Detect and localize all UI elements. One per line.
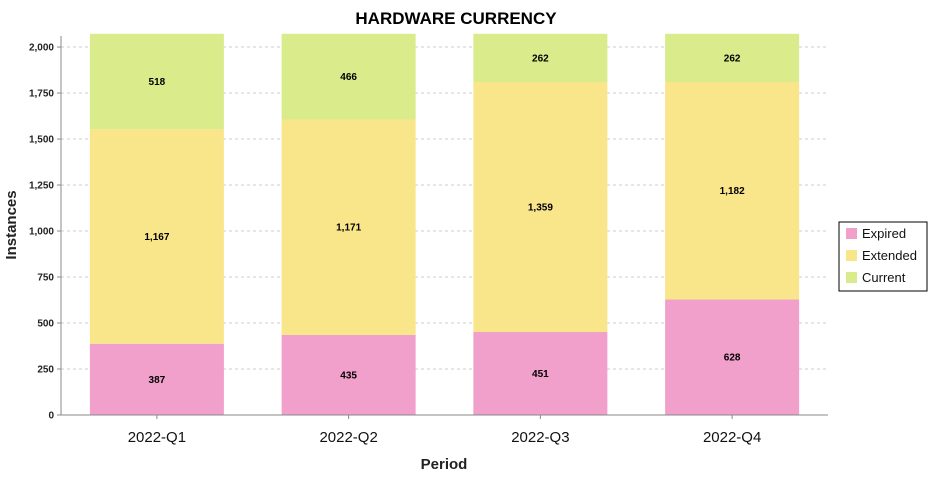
legend-swatch-current	[846, 272, 857, 283]
y-tick-labels: 0 250 500 750 1,000 1,250 1,500 1,750 2,000	[29, 43, 54, 422]
data-label: 262	[724, 53, 741, 64]
data-label: 1,182	[720, 186, 745, 197]
y-tick-label: 1,000	[29, 227, 54, 238]
bar-extended	[473, 81, 608, 333]
legend-label: Expired	[862, 226, 906, 241]
chart-title: HARDWARE CURRENCY	[355, 9, 557, 28]
bar-current	[665, 33, 800, 82]
y-tick-label: 500	[37, 319, 54, 330]
data-label: 628	[724, 353, 741, 364]
legend-label: Current	[862, 270, 906, 285]
bar-extended	[665, 81, 800, 300]
bar-current	[473, 33, 608, 82]
bar-expired	[281, 334, 416, 415]
bar-expired	[473, 332, 608, 415]
data-labels: 387 1,167 518 435 1,171 466 451 1,359 262 628 1,18…	[144, 53, 745, 386]
data-label: 387	[149, 375, 166, 386]
x-tick-label: 2022-Q3	[511, 429, 569, 446]
axes	[60, 36, 828, 416]
bar-extended	[89, 129, 224, 344]
bars	[89, 33, 800, 415]
y-axis-title: Instances	[3, 190, 20, 259]
y-tick-label: 1,750	[29, 89, 54, 100]
legend-swatch-extended	[846, 250, 857, 261]
y-tick-label: 1,500	[29, 135, 54, 146]
data-label: 435	[340, 370, 357, 381]
y-tick-label: 750	[37, 273, 54, 284]
bar-expired	[89, 343, 224, 415]
data-label: 451	[532, 369, 549, 380]
x-axis-title: Period	[421, 456, 468, 473]
legend-label: Extended	[862, 248, 917, 263]
data-label: 518	[149, 77, 166, 88]
bar-extended	[281, 119, 416, 335]
bar-current	[89, 33, 224, 130]
x-tick-label: 2022-Q2	[319, 429, 377, 446]
y-tick-label: 0	[48, 411, 54, 422]
data-label: 262	[532, 53, 549, 64]
data-label: 1,167	[144, 232, 169, 243]
x-tick-label: 2022-Q1	[128, 429, 186, 446]
bar-current	[281, 33, 416, 120]
x-tick-labels: 2022-Q1 2022-Q2 2022-Q3 2022-Q4	[128, 429, 762, 446]
data-label: 1,359	[528, 203, 553, 214]
y-tick-label: 2,000	[29, 43, 54, 54]
legend: Expired Extended Current	[838, 221, 928, 292]
y-tick-label: 250	[37, 365, 54, 376]
y-tick-label: 1,250	[29, 181, 54, 192]
data-label: 1,171	[336, 223, 361, 234]
x-tick-label: 2022-Q4	[703, 429, 761, 446]
legend-swatch-expired	[846, 228, 857, 239]
bar-expired	[665, 299, 800, 415]
data-label: 466	[340, 72, 357, 83]
